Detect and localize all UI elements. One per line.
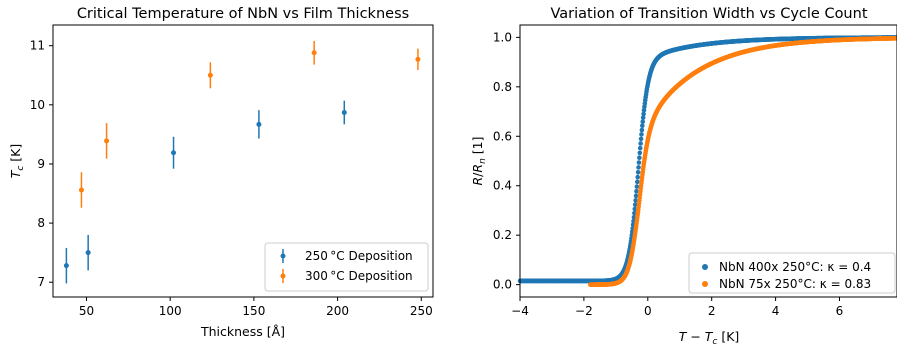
data-point xyxy=(638,141,643,146)
x-tick-label: 200 xyxy=(326,304,349,318)
data-point xyxy=(636,160,642,165)
data-point xyxy=(104,138,110,144)
legend-marker-blue xyxy=(702,264,708,270)
y-tick-label: 0.4 xyxy=(493,179,512,193)
legend: NbN 400x 250°C: κ = 0.4 NbN 75x 250°C: κ… xyxy=(688,252,896,294)
data-point xyxy=(415,56,421,62)
x-axis-unit: Å xyxy=(272,324,281,339)
data-point xyxy=(85,250,91,256)
data-point xyxy=(635,170,641,175)
data-point xyxy=(633,193,639,199)
y-tick-label: 0.8 xyxy=(493,80,512,94)
data-point xyxy=(78,187,84,193)
legend-marker-orange xyxy=(702,281,708,287)
data-point xyxy=(256,121,262,127)
y-tick-label: 0.6 xyxy=(493,129,512,143)
data-point xyxy=(640,123,645,129)
y-tick-label: 10 xyxy=(30,98,45,112)
data-point xyxy=(637,155,642,160)
data-point xyxy=(171,150,177,156)
legend-marker-blue-dot xyxy=(280,253,286,259)
data-point xyxy=(634,184,640,189)
legend-frame xyxy=(264,242,429,292)
data-point xyxy=(63,263,69,269)
data-point xyxy=(639,132,644,137)
legend-entry: NbN 400x 250°C: κ = 0.4 xyxy=(719,260,871,274)
data-point xyxy=(637,150,643,156)
y-tick-label: 1.0 xyxy=(493,30,512,44)
chart-tc-vs-thickness: Critical Temperature of NbN vs Film Thic… xyxy=(8,6,434,339)
data-point xyxy=(894,35,897,41)
data-point xyxy=(634,188,639,194)
plot-frame xyxy=(52,24,434,298)
data-point xyxy=(631,214,637,220)
plot-frame xyxy=(519,24,897,298)
x-tick-label: 4 xyxy=(772,304,780,318)
data-point xyxy=(637,145,643,151)
data-point xyxy=(635,174,641,180)
chart-transition-width: Variation of Transition Width vs Cycle C… xyxy=(470,6,897,347)
chart-title: Variation of Transition Width vs Cycle C… xyxy=(550,6,867,22)
data-point xyxy=(638,136,644,142)
legend-marker-orange-dot xyxy=(280,273,286,279)
legend-entry: NbN 75x 250°C: κ = 0.83 xyxy=(719,277,871,291)
x-axis-label: Thickness [Å] xyxy=(200,324,285,339)
chart-title: Critical Temperature of NbN vs Film Thic… xyxy=(77,6,409,22)
y-tick-label: 8 xyxy=(37,216,45,230)
x-tick-label: −2 xyxy=(575,304,593,318)
x-tick-label: 0 xyxy=(644,304,652,318)
y-tick-label: 11 xyxy=(30,39,45,53)
data-point xyxy=(633,198,638,203)
data-point xyxy=(311,50,317,56)
x-tick-label: 2 xyxy=(708,304,716,318)
y-tick-label: 0.2 xyxy=(493,228,512,242)
data-point xyxy=(634,179,640,185)
legend-entry: 300 °C Deposition xyxy=(305,269,413,283)
y-tick-label: 9 xyxy=(37,157,45,171)
x-tick-label: 150 xyxy=(242,304,265,318)
y-tick-label: 0.0 xyxy=(493,278,512,292)
x-tick-label: 100 xyxy=(159,304,182,318)
x-tick-label: −4 xyxy=(511,304,529,318)
data-point xyxy=(632,202,638,208)
data-point xyxy=(641,108,647,113)
y-axis-label: R/Rn [1] xyxy=(470,137,488,186)
data-point xyxy=(207,72,213,78)
y-tick-label: 7 xyxy=(37,275,45,289)
x-tick-label: 50 xyxy=(79,304,94,318)
x-tick-label: 250 xyxy=(410,304,433,318)
legend-frame xyxy=(688,252,896,294)
data-point xyxy=(641,111,646,117)
legend-entry: 250 °C Deposition xyxy=(305,249,413,263)
data-point xyxy=(341,110,347,116)
y-axis-label: Tc [K] xyxy=(8,144,26,179)
x-tick-label: 6 xyxy=(836,304,844,318)
x-axis-label: T − Tc [K] xyxy=(679,329,740,347)
data-point xyxy=(636,165,641,170)
data-point xyxy=(640,119,646,124)
data-point xyxy=(632,206,638,212)
data-point xyxy=(639,127,645,133)
legend: 250 °C Deposition 300 °C Deposition xyxy=(264,242,429,292)
data-point xyxy=(640,115,646,121)
